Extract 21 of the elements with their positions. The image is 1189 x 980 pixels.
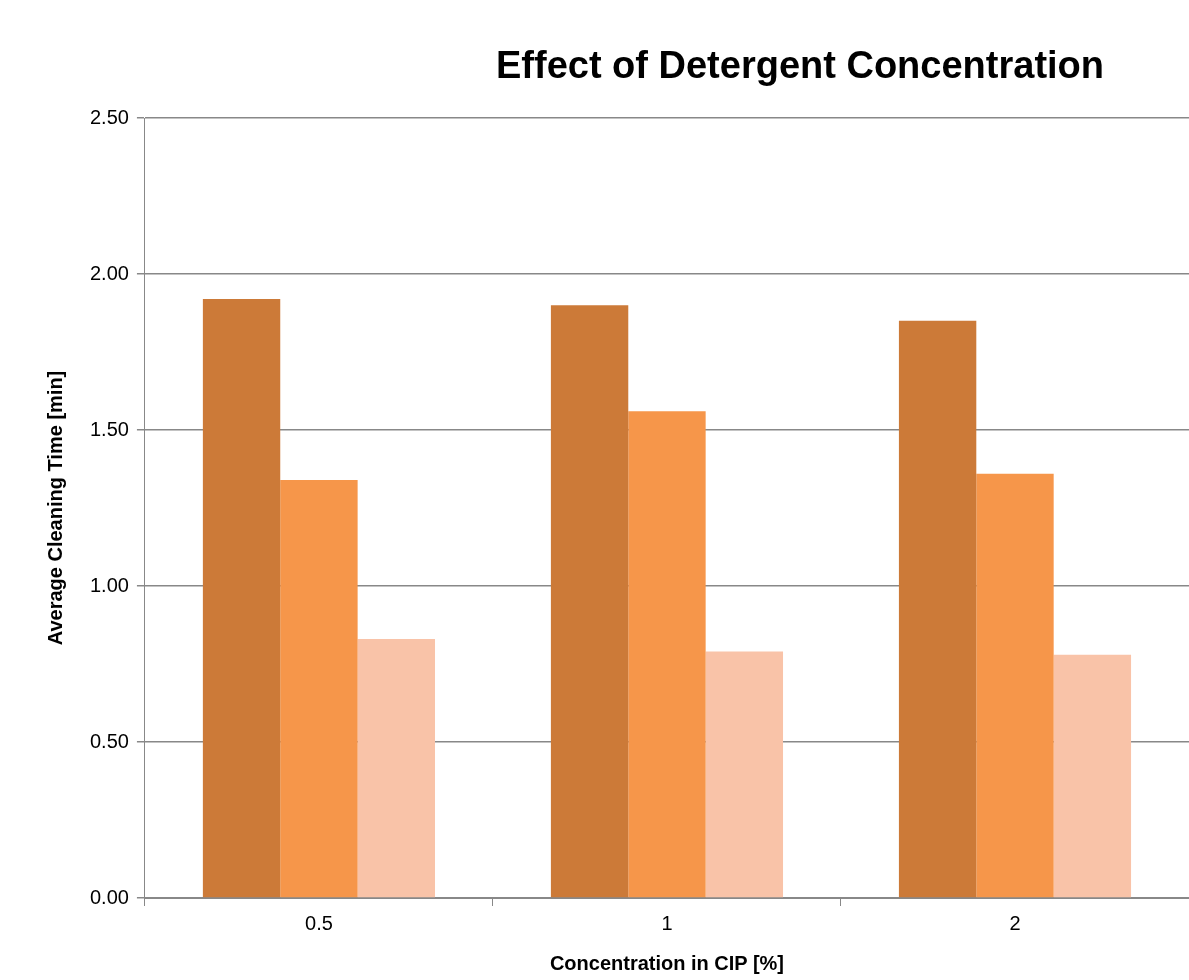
x-tick-label: 0.5 [305,911,333,934]
bar [357,639,435,898]
bar [280,479,358,898]
y-tick-label: 1.00 [89,573,129,596]
chart-title: Effect of Detergent Concentration [495,44,1105,87]
y-tick-label: 0.50 [89,729,129,752]
bar [976,473,1054,898]
y-tick-label: 1.50 [89,417,129,440]
y-tick-label: 2.50 [89,105,129,128]
x-tick-label: 2 [1009,911,1021,934]
x-axis-title: Concentration in CIP [%] [549,951,785,974]
bar [628,411,706,898]
bar [705,651,784,898]
bar [1053,654,1132,898]
y-axis-title: Average Cleaning Time [min] [43,370,66,646]
y-tick-label: 0.00 [89,885,129,908]
y-tick-label: 2.00 [89,261,129,284]
bar [202,298,281,898]
bar [898,320,977,898]
x-tick-label: 1 [661,911,673,934]
bar [550,305,629,898]
